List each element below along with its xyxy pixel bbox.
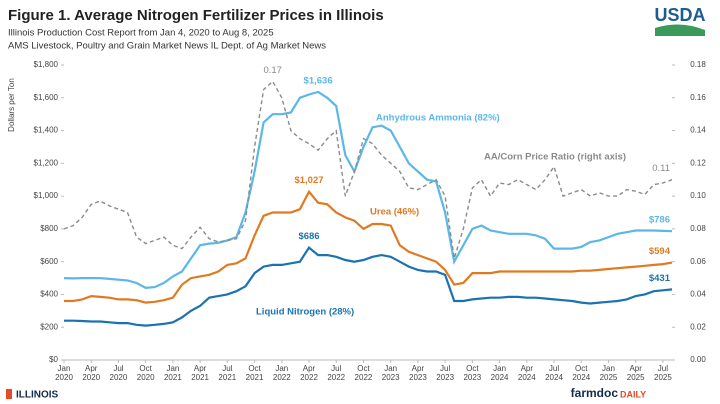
x-tick-label: Oct 2020 [136,364,155,382]
y2-tick-label: 0.12 [690,158,706,167]
x-tick-label: Oct 2023 [463,364,482,382]
x-tick-label: Jul 2025 [654,364,672,382]
y2-tick-label: 0.10 [690,191,706,200]
illinois-logo: ILLINOIS [16,390,59,401]
series-label: Urea (46%) [370,207,419,218]
y-tick-label: $1,600 [34,93,59,102]
x-tick-label: Apr 2023 [409,364,427,382]
x-tick-label: Jul 2024 [545,364,563,382]
y-tick-label: $1,400 [34,126,59,135]
y-tick-label: $1,200 [34,158,59,167]
data-label: $594 [649,246,671,257]
series-line [64,245,673,327]
data-label: $686 [298,231,319,242]
y-tick-label: $600 [40,257,58,266]
x-tick-label: Oct 2024 [572,364,591,382]
x-tick-label: Jul 2021 [218,364,237,382]
x-tick-label: Jul 2022 [327,364,346,382]
logo-shape [6,389,12,399]
subtitle: AMS Livestock, Poultry and Grain Market … [8,41,326,52]
data-label: $1,027 [294,175,323,186]
y2-tick-label: 0.06 [690,257,706,266]
y2-tick-label: 0.04 [690,290,706,299]
x-tick-label: Oct 2021 [245,364,264,382]
y2-tick-label: 0.14 [690,126,706,135]
x-tick-label: Jan 2025 [599,364,618,382]
y-tick-label: $400 [40,290,58,299]
data-label: 0.11 [652,163,670,174]
series-label: Liquid Nitrogen (28%) [256,307,354,318]
data-label: $431 [649,273,671,284]
series-line [63,80,673,259]
y2-tick-label: 0.08 [690,224,706,233]
data-label: $786 [649,215,670,226]
x-tick-label: Oct 2022 [354,364,373,382]
x-tick-label: Apr 2021 [191,364,209,382]
x-tick-label: Jan 2024 [490,364,509,382]
data-label: $1,636 [304,75,333,86]
y-tick-label: $800 [40,224,58,233]
series-line [64,189,673,304]
y2-tick-label: 0.18 [690,60,706,69]
farmdoc-logo: farmdoc [571,386,619,400]
x-tick-label: Apr 2022 [300,364,318,382]
usda-logo: USDA [654,5,705,25]
chart-title: Figure 1. Average Nitrogen Fertilizer Pr… [8,7,384,24]
x-tick-label: Jan 2020 [55,364,73,382]
y-axis-label: Dollars per Ton [7,78,16,132]
y-tick-label: $1,000 [34,191,59,200]
x-tick-label: Apr 2024 [517,364,536,382]
x-tick-label: Jul 2020 [109,364,128,382]
x-tick-label: Jan 2022 [272,364,291,382]
subtitle: Illinois Production Cost Report from Jan… [8,28,274,39]
farmdoc-logo: DAILY [620,389,646,399]
x-tick-label: Apr 2020 [82,364,101,382]
x-tick-label: Jul 2023 [436,364,455,382]
x-tick-label: Apr 2025 [626,364,645,382]
x-tick-label: Jan 2021 [163,364,182,382]
series-label: AA/Corn Price Ratio (right axis) [484,152,626,163]
x-tick-label: Jan 2023 [381,364,400,382]
data-label: 0.17 [263,65,282,76]
series-label: Anhydrous Ammonia (82%) [376,113,500,124]
y-tick-label: $200 [40,322,58,331]
logo-shape [655,24,705,36]
y2-tick-label: 0.00 [690,355,706,364]
y2-tick-label: 0.02 [690,322,706,331]
series-line [63,90,673,290]
y-tick-label: $0 [49,355,58,364]
y-tick-label: $1,800 [34,60,59,69]
y2-tick-label: 0.16 [690,93,706,102]
